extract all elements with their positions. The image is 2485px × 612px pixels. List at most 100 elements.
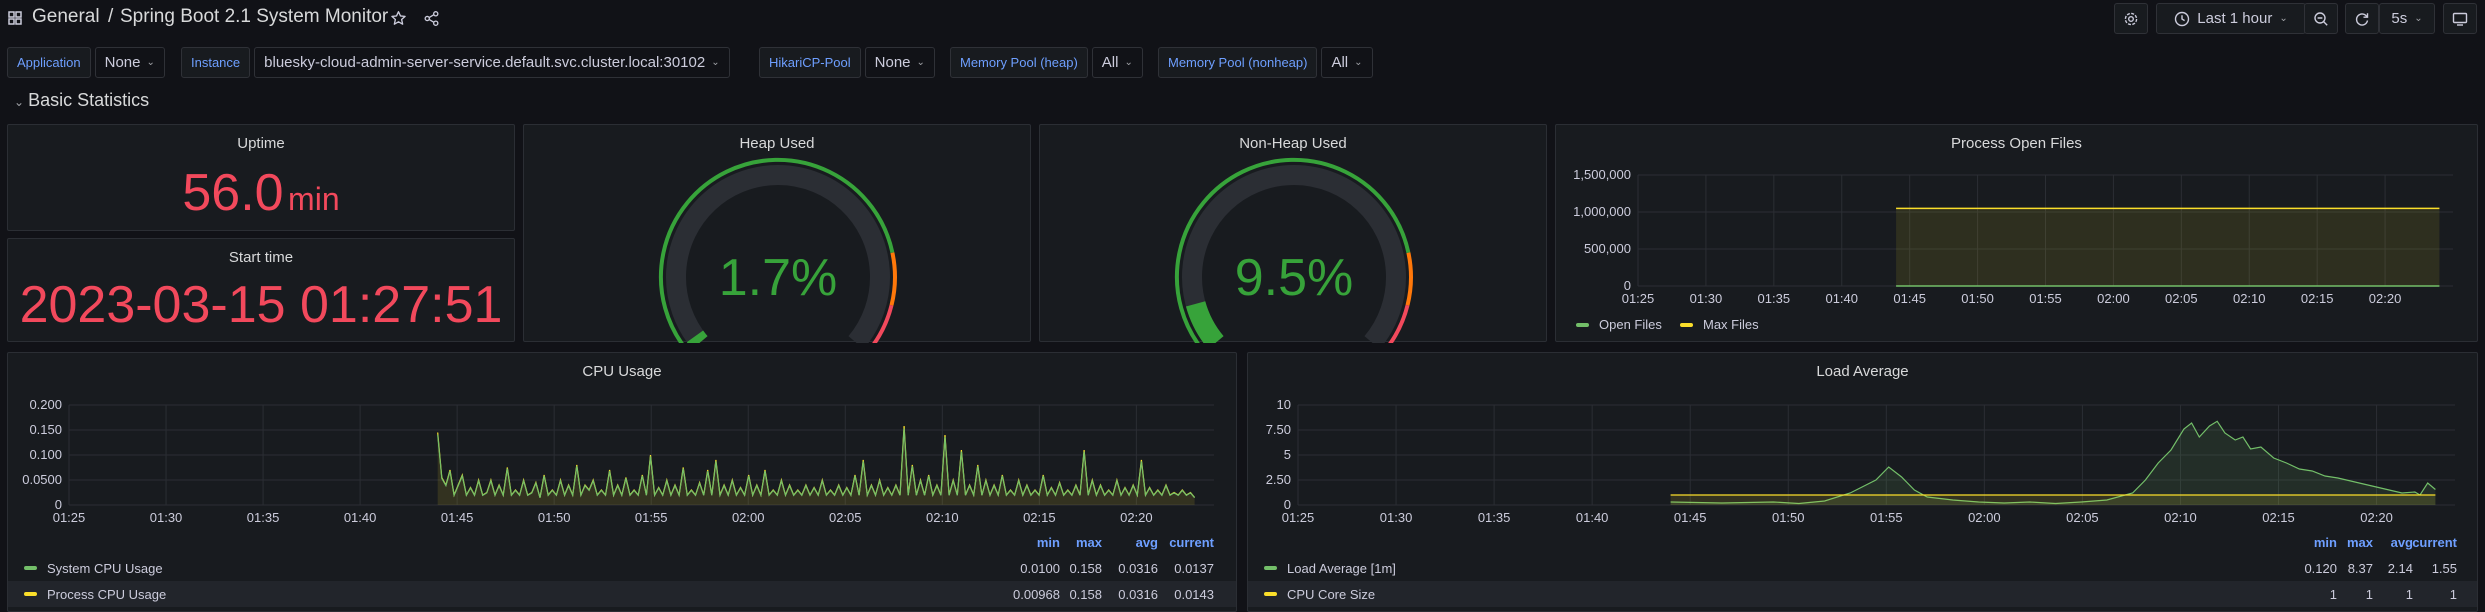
legend-col-current[interactable]: current [2412,535,2457,550]
load-1m-line [1670,420,2436,505]
panel-load-average[interactable]: Load Average 0 2.50 5 7.50 10 01:25 01:30 01:35… [1247,352,2478,612]
panel-nonheap-used[interactable]: Non-Heap Used 9.5% [1039,124,1547,343]
monitor-icon [2452,12,2468,26]
y-tick-label: 10 [1277,397,1291,412]
chevron-down-icon: ⌄ [1124,57,1133,68]
variable-instance: Instance bluesky-cloud-admin-server-serv… [181,47,730,78]
row-header-basic-statistics[interactable]: ⌄ Basic Statistics [14,90,149,111]
legend-row-load-1m[interactable]: Load Average [1m] 0.120 8.37 2.14 1.55 [1248,555,2477,581]
zoom-out-icon [2314,11,2328,26]
variable-memory-pool-nonheap: Memory Pool (nonheap) All ⌄ [1158,47,1373,78]
x-tick-label: 01:50 [1961,291,1994,306]
refresh-interval-picker[interactable]: 5s ⌄ [2379,3,2435,34]
refresh-button[interactable] [2345,3,2379,34]
legend-col-current[interactable]: current [1169,535,1214,550]
x-tick-label: 02:10 [926,510,959,525]
y-tick-label: 0.150 [29,422,62,437]
x-tick-label: 02:20 [2369,291,2402,306]
breadcrumb-folder[interactable]: General [32,6,100,27]
system-cpu-line [437,428,1196,499]
legend-row-process-cpu[interactable]: Process CPU Usage 0.00968 0.158 0.0316 0… [8,581,1236,607]
legend-col-avg[interactable]: avg [2390,535,2413,550]
legend-col-min[interactable]: min [1036,535,1060,550]
x-tick-label: 02:20 [2360,510,2393,525]
y-tick-label: 0 [1284,497,1291,512]
variable-label: Memory Pool (nonheap) [1158,47,1318,78]
x-tick-label: 02:10 [2164,510,2197,525]
gauge-threshold-red [1388,304,1410,343]
legend-avg: 0.0316 [1118,586,1158,602]
legend-col-max[interactable]: max [2346,535,2373,550]
breadcrumb-separator: / [108,6,114,27]
x-tick-label: 01:35 [1478,510,1511,525]
gauge-value: 9.5% [1235,249,1354,307]
gauge-track [666,165,890,343]
x-tick-label: 01:25 [1282,510,1315,525]
tv-mode-button[interactable] [2443,3,2477,34]
x-tick-label: 02:15 [1023,510,1056,525]
x-tick-label: 01:45 [1674,510,1707,525]
star-icon[interactable] [390,10,407,27]
legend-item-max-files[interactable]: Max Files [1680,317,1759,332]
x-tick-label: 02:20 [1120,510,1153,525]
stat-value: 2023-03-15 01:27:51 [19,276,503,334]
cpu-legend-table: min max avg current System CPU Usage 0.0… [8,535,1236,612]
variable-hikaricp-pool: HikariCP-Pool None ⌄ [759,47,935,78]
panel-heap-used[interactable]: Heap Used 1.7% [523,124,1031,343]
panel-process-open-files[interactable]: Process Open Files 0 500,000 1,000,000 1,50… [1555,124,2478,342]
time-range-picker[interactable]: Last 1 hour ⌄ [2156,3,2306,34]
x-tick-label: 02:15 [2301,291,2334,306]
share-icon[interactable] [423,10,440,27]
legend-row-cpu-core-size[interactable]: CPU Core Size 1 1 1 1 [1248,581,2477,607]
chevron-down-icon: ⌄ [2414,13,2423,24]
legend-max: 0.158 [1069,560,1102,576]
y-tick-label: 0 [1624,278,1631,293]
panel-uptime[interactable]: Uptime 56.0 min [7,124,515,231]
panel-cpu-usage[interactable]: CPU Usage 0 0.0500 0.100 0.150 0.200 01:25 01:… [7,352,1237,612]
x-tick-label: 01:30 [1690,291,1723,306]
settings-button[interactable] [2114,3,2148,34]
y-tick-label: 1,500,000 [1573,167,1631,182]
panel-start-time[interactable]: Start time 2023-03-15 01:27:51 [7,238,515,342]
y-tick-label: 500,000 [1584,241,1631,256]
gauge-fill [686,330,708,343]
x-tick-label: 01:35 [1758,291,1791,306]
panel-title: Start time [228,249,294,266]
legend-swatch [1576,322,1589,327]
uptime-stat: 56.0 min [8,163,514,223]
x-tick-label: 01:45 [1893,291,1926,306]
load-1m-area [1670,421,2436,505]
legend-swatch [24,592,37,596]
legend-row-system-cpu[interactable]: System CPU Usage 0.0100 0.158 0.0316 0.0… [8,555,1236,581]
gauge-threshold-red [872,304,894,343]
x-tick-label: 01:40 [344,510,377,525]
x-tick-label: 02:05 [2165,291,2198,306]
variable-select[interactable]: None ⌄ [864,47,935,78]
clock-icon [2175,11,2190,26]
legend-col-max[interactable]: max [1075,535,1102,550]
open-files-chart: 0 500,000 1,000,000 1,500,000 01:25 01:30 01:3… [1573,167,2453,306]
x-tick-label: 02:15 [2262,510,2295,525]
variable-select[interactable]: bluesky-cloud-admin-server-service.defau… [254,47,730,78]
variable-value: bluesky-cloud-admin-server-service.defau… [264,54,706,71]
legend-max: 8.37 [2347,560,2373,576]
zoom-out-button[interactable] [2304,3,2338,34]
x-tick-label: 01:35 [247,510,280,525]
variable-memory-pool-heap: Memory Pool (heap) All ⌄ [950,47,1143,78]
gauge-value: 1.7% [719,249,838,307]
x-tick-label: 02:05 [829,510,862,525]
y-tick-label: 2.50 [1266,472,1291,487]
dashboard-title[interactable]: Spring Boot 2.1 System Monitor [120,6,389,27]
legend-col-min[interactable]: min [2313,535,2337,550]
x-tick-label: 01:25 [1622,291,1655,306]
grid-icon[interactable] [8,11,22,25]
variable-select[interactable]: None ⌄ [94,47,165,78]
row-title: Basic Statistics [28,90,150,110]
variable-select[interactable]: All ⌄ [1321,47,1373,78]
variable-select[interactable]: All ⌄ [1091,47,1143,78]
gauge-fill [1185,300,1224,343]
x-tick-label: 02:00 [1968,510,2001,525]
legend-col-avg[interactable]: avg [1135,535,1158,550]
legend-item-open-files[interactable]: Open Files [1576,317,1662,332]
